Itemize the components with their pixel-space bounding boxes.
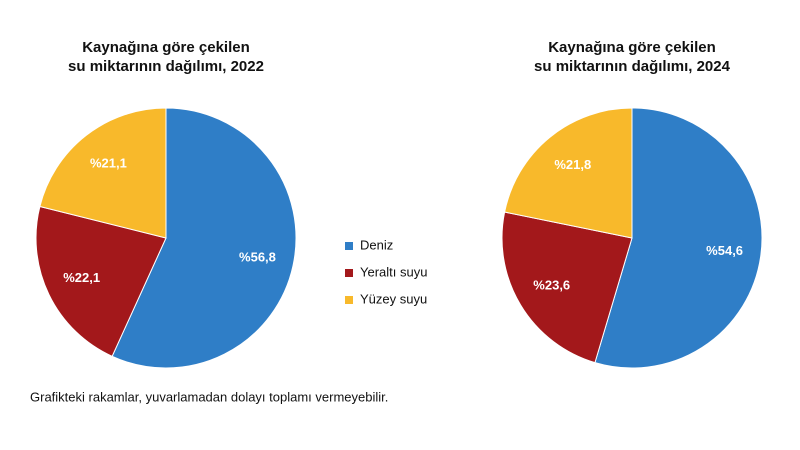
legend-swatch xyxy=(345,269,353,277)
data-label: %21,8 xyxy=(554,157,591,172)
pie-slice xyxy=(39,107,167,239)
legend-label: Yeraltı suyu xyxy=(360,264,427,279)
legend-label: Yüzey suyu xyxy=(360,291,427,306)
pie-slice xyxy=(504,107,633,239)
pie-slice xyxy=(35,205,167,357)
data-label: %21,1 xyxy=(90,156,127,171)
legend-label: Deniz xyxy=(360,237,393,252)
footnote: Grafikteki rakamlar, yuvarlamadan dolayı… xyxy=(30,389,388,404)
data-label: %23,6 xyxy=(533,278,570,293)
data-label: %54,6 xyxy=(706,243,743,258)
data-label: %56,8 xyxy=(239,249,276,264)
legend-swatch xyxy=(345,296,353,304)
data-label: %22,1 xyxy=(63,270,100,285)
pie-slice xyxy=(501,211,633,364)
pie-slice xyxy=(594,107,763,369)
chart-title: Kaynağına göre çekilen su miktarının dağ… xyxy=(68,39,264,75)
legend-swatch xyxy=(345,242,353,250)
chart-title: Kaynağına göre çekilen su miktarının dağ… xyxy=(534,39,730,75)
pie-slice xyxy=(111,107,297,369)
